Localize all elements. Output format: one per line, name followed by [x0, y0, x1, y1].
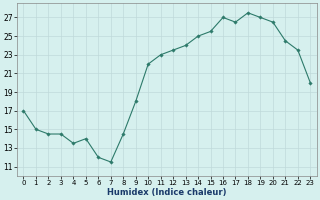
X-axis label: Humidex (Indice chaleur): Humidex (Indice chaleur): [107, 188, 227, 197]
